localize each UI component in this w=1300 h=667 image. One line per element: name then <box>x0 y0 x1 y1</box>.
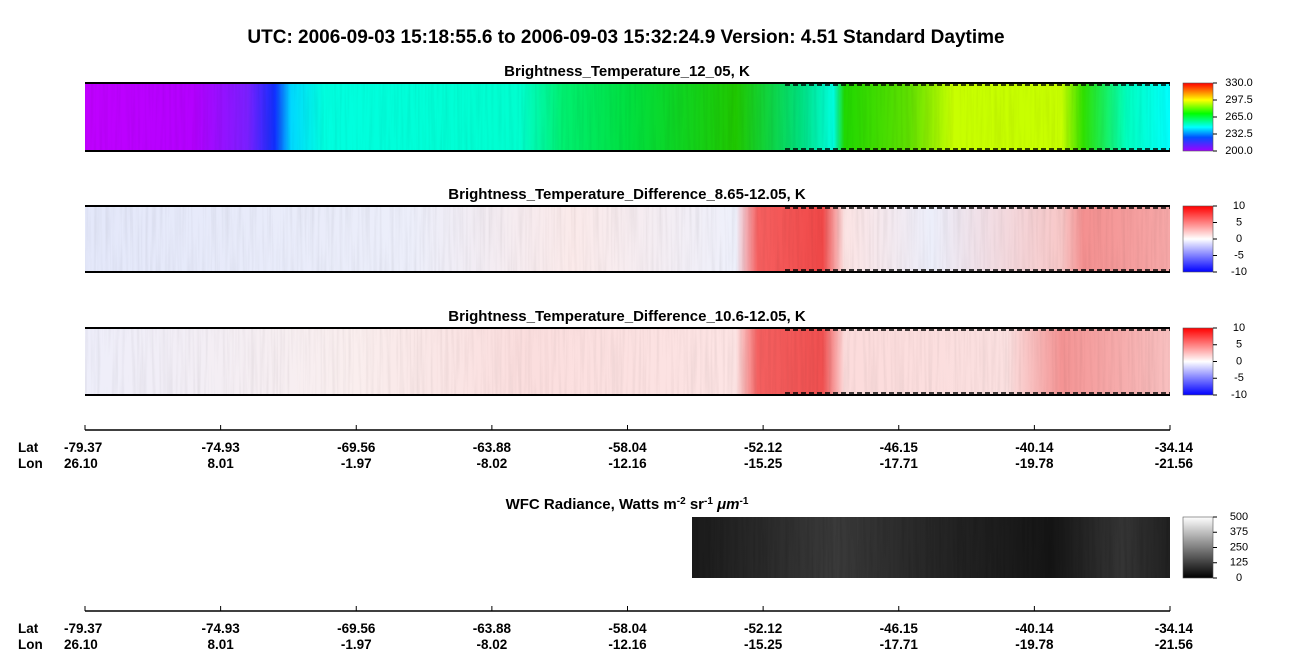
lon-label: Lon <box>18 456 43 471</box>
colorbar-tick-label: 500 <box>1230 511 1248 523</box>
colorbar-tick-label: 10 <box>1233 200 1245 212</box>
lon-tick-label: -19.78 <box>1015 456 1054 471</box>
colorbar-tick-label: 0 <box>1236 355 1242 367</box>
colorbar-tick-label: 0 <box>1236 572 1242 584</box>
colorbar-tick-label: 200.0 <box>1225 145 1253 157</box>
lat-tick-label: -58.04 <box>608 440 647 455</box>
lat-tick-label: -79.37 <box>64 621 102 636</box>
lon-tick-label: -15.25 <box>744 456 783 471</box>
colorbar-tick-label: 232.5 <box>1225 128 1253 140</box>
colorbar-tick-label: -10 <box>1231 266 1247 278</box>
lon-tick-label: -21.56 <box>1155 637 1194 652</box>
lon-tick-label: -17.71 <box>880 456 919 471</box>
colorbar <box>1182 205 1214 273</box>
lat-tick-label: -74.93 <box>201 440 240 455</box>
lat-label: Lat <box>18 440 39 455</box>
title-part: sr <box>686 496 705 513</box>
lon-tick-label: -8.02 <box>476 637 507 652</box>
colorbar <box>1182 516 1214 579</box>
strip-texture <box>85 206 1170 272</box>
colorbar <box>1182 82 1214 152</box>
colorbar-tick-label: 10 <box>1233 322 1245 334</box>
panel-title: Brightness_Temperature_Difference_8.65-1… <box>448 186 806 203</box>
lat-tick-label: -63.88 <box>473 621 512 636</box>
lat-tick-label: -74.93 <box>201 621 240 636</box>
title-part: -1 <box>704 496 713 507</box>
lon-tick-label: -12.16 <box>608 637 647 652</box>
colorbar-tick-label: -5 <box>1234 372 1244 384</box>
colorbar-tick-label: 375 <box>1230 526 1248 538</box>
page-title: UTC: 2006-09-03 15:18:55.6 to 2006-09-03… <box>247 27 1004 48</box>
colorbar-tick-label: 330.0 <box>1225 77 1253 89</box>
panel-title: Brightness_Temperature_12_05, K <box>504 63 750 80</box>
colorbar-tick-label: 297.5 <box>1225 94 1253 106</box>
title-part: μm <box>716 496 739 513</box>
lon-tick-label: -1.97 <box>341 456 372 471</box>
lon-tick-label: 26.10 <box>64 456 98 471</box>
title-part: WFC Radiance, Watts m <box>506 496 677 513</box>
colorbar-tick-label: 5 <box>1236 339 1242 351</box>
lat-tick-label: -40.14 <box>1015 621 1054 636</box>
lon-tick-label: 8.01 <box>207 456 234 471</box>
lon-tick-label: -19.78 <box>1015 637 1054 652</box>
title-part: -1 <box>739 496 748 507</box>
lon-tick-label: -21.56 <box>1155 456 1194 471</box>
lat-tick-label: -69.56 <box>337 440 376 455</box>
lat-tick-label: -79.37 <box>64 440 102 455</box>
lat-tick-label: -52.12 <box>744 440 782 455</box>
lon-tick-label: -8.02 <box>476 456 507 471</box>
strip-texture <box>692 517 1170 578</box>
colorbar-tick-label: 250 <box>1230 541 1248 553</box>
title-part: -2 <box>677 496 686 507</box>
lat-tick-label: -52.12 <box>744 621 782 636</box>
lon-label: Lon <box>18 637 43 652</box>
strip-texture <box>85 83 1170 151</box>
lat-tick-label: -69.56 <box>337 621 376 636</box>
colorbar-tick-label: 0 <box>1236 233 1242 245</box>
colorbar-tick-label: 5 <box>1236 216 1242 228</box>
lon-tick-label: 8.01 <box>207 637 234 652</box>
lat-tick-label: -46.15 <box>880 621 919 636</box>
lat-tick-label: -58.04 <box>608 621 647 636</box>
panel-title: WFC Radiance, Watts m-2 sr-1 μm-1 <box>506 496 749 514</box>
lat-tick-label: -34.14 <box>1155 621 1194 636</box>
lon-tick-label: -17.71 <box>880 637 919 652</box>
colorbar-tick-label: 265.0 <box>1225 111 1253 123</box>
colorbar-tick-label: -10 <box>1231 389 1247 401</box>
lat-tick-label: -40.14 <box>1015 440 1054 455</box>
strip-texture <box>85 328 1170 395</box>
lon-tick-label: -1.97 <box>341 637 372 652</box>
lon-tick-label: -12.16 <box>608 456 647 471</box>
panel-title: Brightness_Temperature_Difference_10.6-1… <box>448 308 806 325</box>
colorbar <box>1182 327 1214 396</box>
colorbar-tick-label: 125 <box>1230 557 1248 569</box>
colorbar-tick-label: -5 <box>1234 249 1244 261</box>
lat-tick-label: -34.14 <box>1155 440 1194 455</box>
lat-tick-label: -46.15 <box>880 440 919 455</box>
lon-tick-label: -15.25 <box>744 637 783 652</box>
lon-tick-label: 26.10 <box>64 637 98 652</box>
lat-label: Lat <box>18 621 39 636</box>
lat-tick-label: -63.88 <box>473 440 512 455</box>
